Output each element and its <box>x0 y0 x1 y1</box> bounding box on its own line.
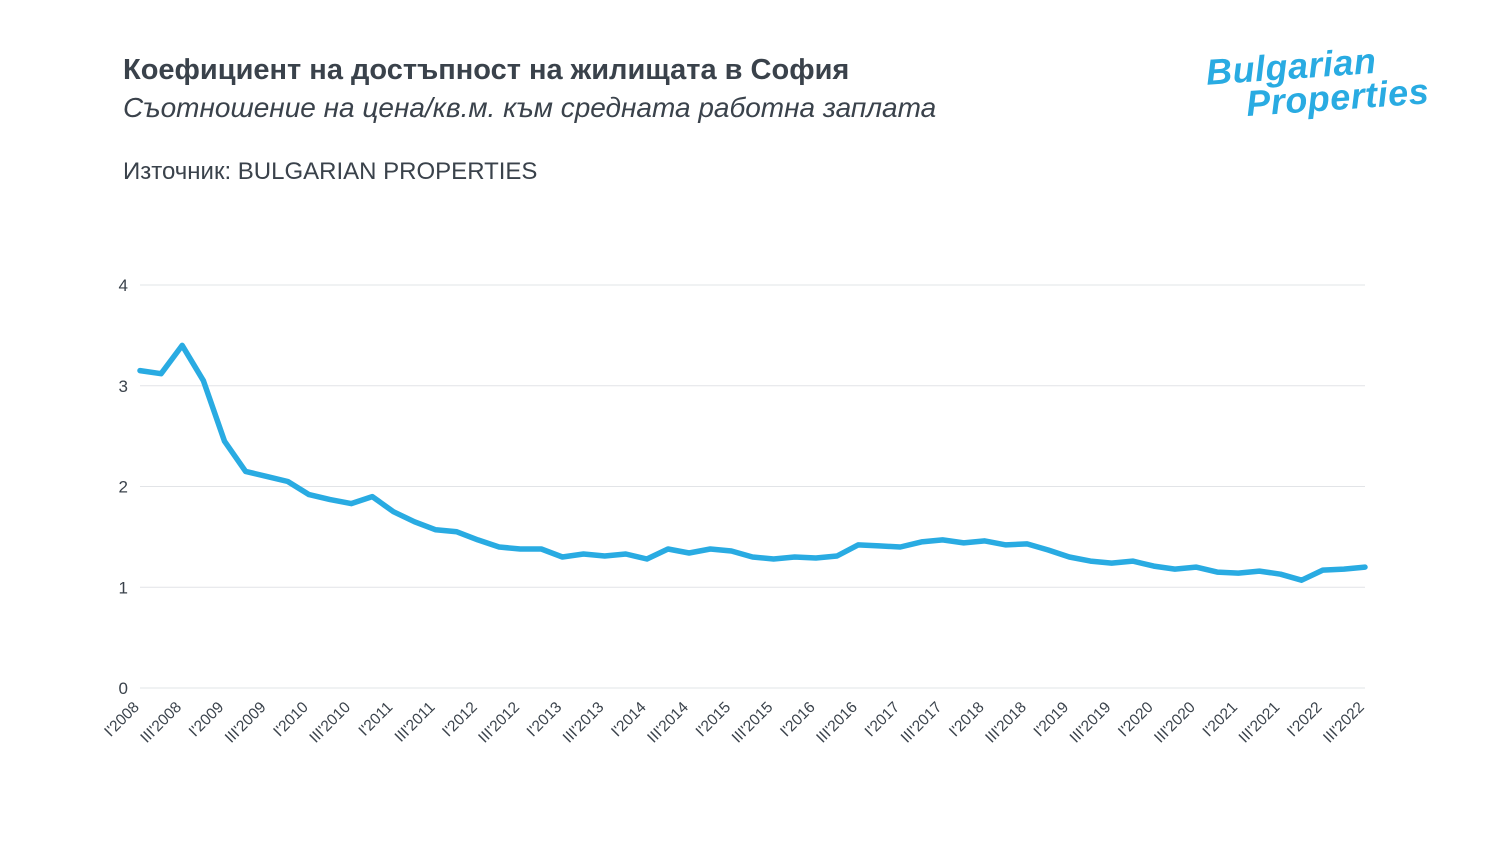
x-tick-label: III'2014 <box>644 699 692 747</box>
x-tick-label: III'2008 <box>137 699 185 747</box>
y-tick-label: 0 <box>119 679 128 698</box>
x-tick-label: III'2013 <box>560 699 608 747</box>
x-tick-label: III'2010 <box>306 699 354 747</box>
x-tick-label: III'2011 <box>392 699 439 746</box>
x-tick-label: III'2022 <box>1320 699 1368 747</box>
x-tick-label: III'2017 <box>898 699 946 747</box>
y-tick-label: 2 <box>119 478 128 497</box>
x-tick-label: III'2019 <box>1067 699 1115 747</box>
x-tick-label: III'2012 <box>475 699 523 747</box>
chart-subtitle: Съотношение на цена/кв.м. към средната р… <box>123 92 937 124</box>
chart-header: Коефициент на достъпност на жилищата в С… <box>123 52 936 127</box>
y-tick-label: 4 <box>119 276 128 295</box>
x-tick-label: III'2021 <box>1236 699 1284 747</box>
x-tick-label: III'2015 <box>729 699 777 747</box>
y-tick-label: 3 <box>119 377 128 396</box>
chart-title: Коефициент на достъпност на жилищата в С… <box>123 54 850 86</box>
x-tick-label: III'2016 <box>813 699 861 747</box>
y-tick-label: 1 <box>119 578 128 597</box>
x-tick-label: I'2011 <box>356 699 397 740</box>
x-tick-label: III'2018 <box>982 699 1030 747</box>
x-tick-label: III'2009 <box>222 699 270 747</box>
x-tick-label: III'2020 <box>1151 699 1199 747</box>
chart-source: Източник: BULGARIAN PROPERTIES <box>123 158 538 185</box>
data-series-line <box>137 342 1368 583</box>
